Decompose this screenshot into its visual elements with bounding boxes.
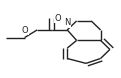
Text: N: N [64,18,70,27]
Text: O: O [55,14,61,23]
Text: O: O [21,26,28,35]
